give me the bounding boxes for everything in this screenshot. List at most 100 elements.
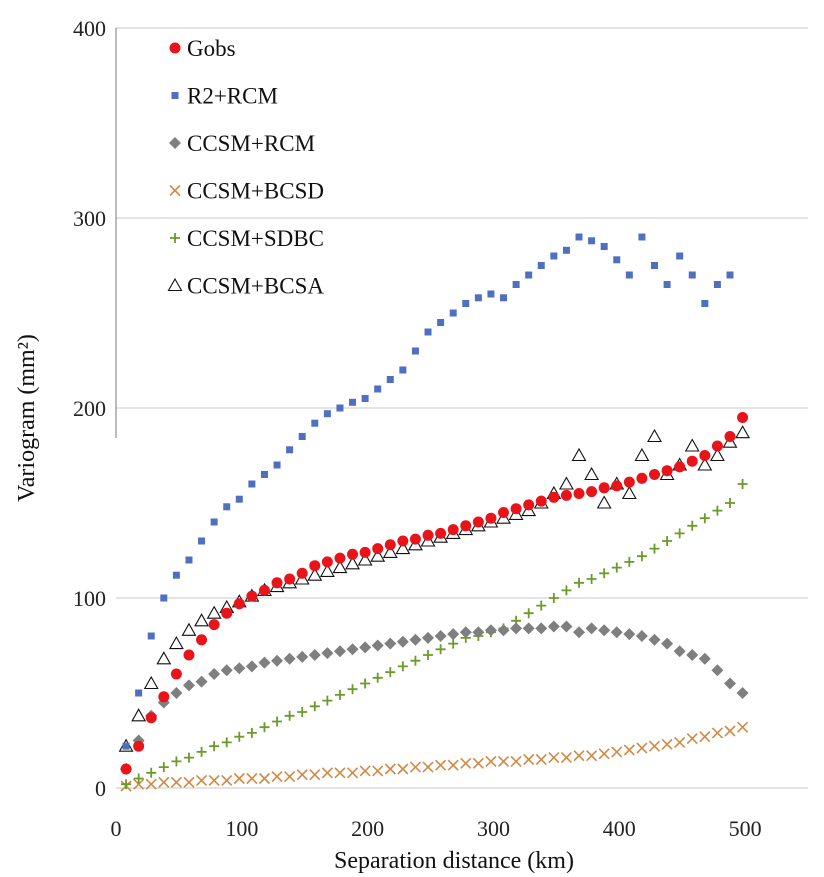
data-point [160,594,168,602]
data-point [560,752,572,764]
data-point [613,256,621,264]
data-point [372,543,384,555]
data-point [374,385,382,393]
data-point [359,765,371,777]
data-point [296,769,308,781]
data-point [497,624,510,637]
data-point [523,753,535,766]
data-point [636,472,648,484]
data-point [625,271,633,279]
data-point [736,687,749,699]
data-point [397,763,409,775]
data-point [575,233,583,241]
data-point [181,622,197,636]
data-point [183,776,195,788]
data-point [223,503,231,511]
legend-marker [170,233,180,243]
data-point [409,533,421,545]
data-point [196,746,207,757]
x-tick-label: 400 [603,816,636,841]
data-point [688,271,696,279]
data-point [611,480,623,492]
data-point [422,631,435,644]
data-point [737,721,749,733]
data-point [623,476,635,488]
y-tick-label: 200 [73,396,106,421]
data-point [484,624,497,637]
data-point [673,645,686,658]
data-point [460,757,472,769]
data-point [357,552,373,566]
data-point [686,649,699,661]
data-point [472,626,485,639]
data-point [143,675,159,690]
data-point [309,560,321,572]
legend-item: R2+RCM [171,84,278,109]
data-point [185,556,193,564]
data-point [170,687,183,699]
data-point [624,556,635,567]
data-point [737,479,748,489]
legend-label: R2+RCM [187,84,278,109]
data-point [474,294,482,302]
legend-label: CCSM+BCSA [187,274,324,299]
data-point [711,664,724,677]
data-point [674,736,686,748]
x-tick-label: 200 [351,816,384,841]
data-point [307,567,323,581]
data-point [221,737,232,748]
data-point [385,667,396,678]
data-point [206,605,222,619]
data-point [435,759,447,771]
data-point [273,461,281,469]
data-point [449,309,457,317]
data-point [286,446,294,454]
data-point [447,628,460,641]
data-point [360,678,371,689]
data-point [537,262,545,269]
legend-item: CCSM+BCSA [167,274,324,299]
data-point [535,495,547,507]
legend-marker [171,92,179,99]
data-point [283,652,296,665]
data-point [647,428,662,443]
data-point [558,476,574,490]
data-point [674,461,686,473]
data-point [168,635,184,650]
data-point [333,645,346,658]
data-point [384,763,396,775]
data-point [194,613,209,627]
data-point [220,664,233,677]
data-point [724,431,736,442]
data-point [346,643,359,656]
data-point [522,622,535,635]
x-axis-title: Separation distance (km) [334,848,574,874]
data-point [586,486,598,498]
data-point [573,750,585,762]
data-point [434,630,447,642]
data-point [308,649,321,661]
data-point [170,668,182,680]
data-point [332,559,348,574]
data-point [500,294,508,302]
data-point [395,540,411,555]
legend: Gobs R2+RCM CCSM+RCM CCSM+BCSD CCSM+SDBC CCSM… [167,36,324,299]
data-point [649,543,660,554]
series-gobs [120,412,749,775]
data-point [598,748,610,760]
data-point [485,755,497,767]
data-point [284,710,295,721]
data-point [598,624,611,637]
data-point [634,447,650,462]
data-point [121,779,132,790]
data-point [198,537,206,545]
grid [116,27,808,789]
data-point [661,637,674,650]
data-point [359,546,371,558]
data-point [322,695,333,706]
data-point [170,776,182,788]
data-point [384,539,396,551]
data-point [208,619,220,631]
data-point [459,626,472,639]
data-point [271,654,284,667]
